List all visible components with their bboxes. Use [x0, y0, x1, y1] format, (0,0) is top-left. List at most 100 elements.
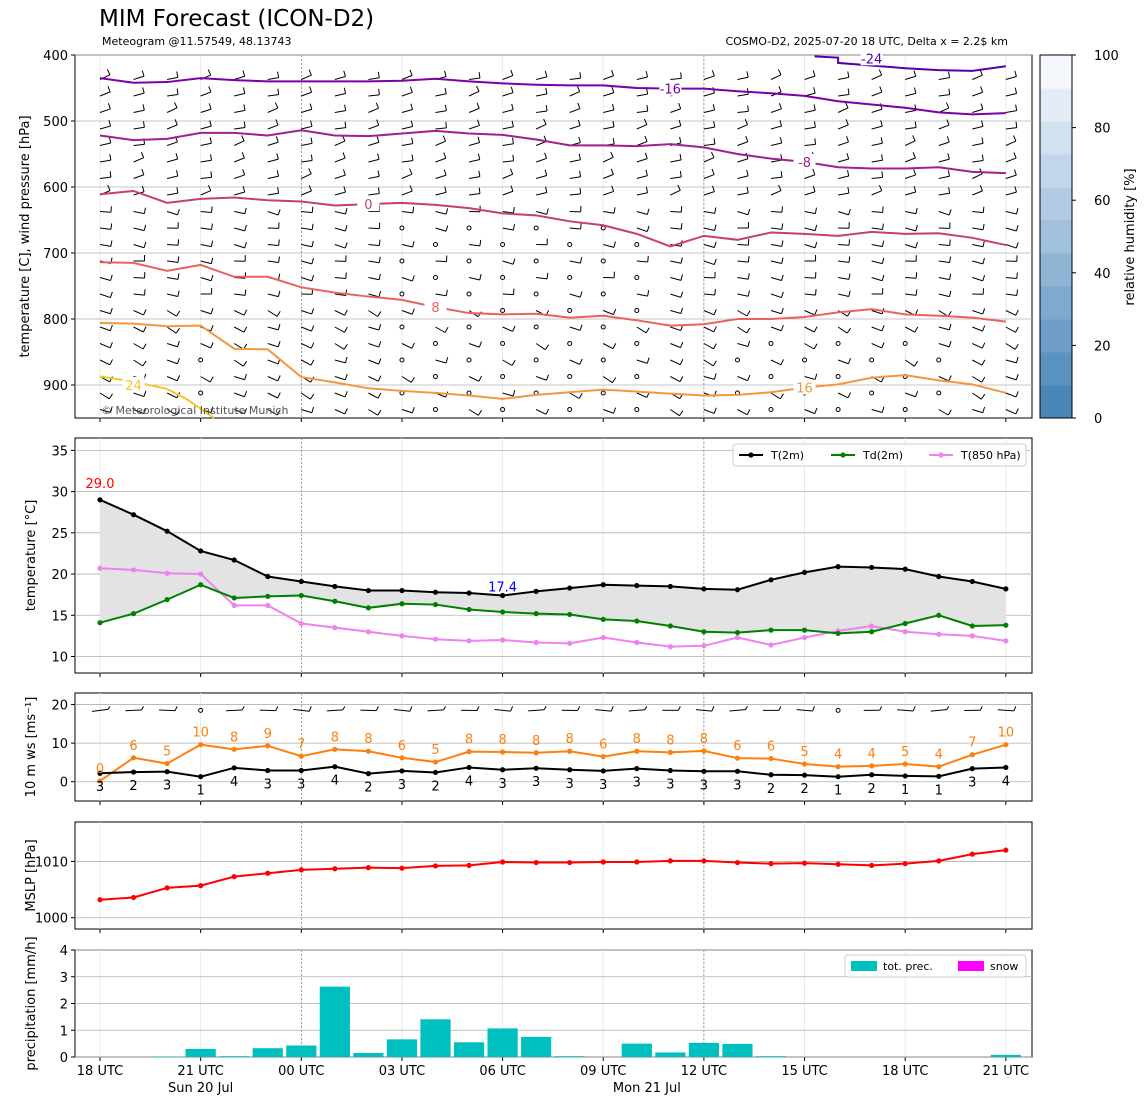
- wind-barb-flag: [511, 120, 514, 127]
- wind-barb-flag: [780, 171, 783, 178]
- wind-barb-flag: [546, 208, 549, 215]
- colorbar-band: [1040, 55, 1072, 89]
- wind-barb-flag: [510, 185, 514, 192]
- mean-wind-line-marker: [332, 764, 338, 770]
- mean-wind-value-label: 1: [935, 783, 943, 798]
- series-line-marker: [600, 616, 606, 623]
- wind-barb-flag: [746, 186, 749, 193]
- wind-barb-flag: [778, 184, 782, 191]
- wind-barb-flag: [175, 327, 180, 334]
- precip-bar: [386, 1039, 418, 1057]
- wind-barb-flag: [444, 87, 447, 94]
- gust-value-label: 8: [633, 732, 641, 747]
- series-line-marker: [634, 582, 640, 589]
- wind-barb: [804, 109, 816, 113]
- wind-barb-flag: [847, 187, 850, 194]
- wind-barb: [905, 174, 916, 179]
- wind-barb-flag: [176, 71, 179, 78]
- wind-barb-flag: [310, 393, 315, 400]
- colorbar-band: [1040, 352, 1072, 386]
- wind-barb: [166, 343, 178, 348]
- wind-barb: [703, 343, 714, 350]
- wind-barb-flag: [646, 225, 650, 232]
- gust-line-marker: [198, 742, 204, 748]
- wind-barb-flag: [613, 241, 616, 248]
- wind-barb-flag: [1014, 87, 1018, 94]
- wind-barb: [837, 211, 849, 216]
- wind-barb: [536, 211, 547, 215]
- wind-barb: [167, 244, 179, 246]
- day-label: Mon 21 Jul: [613, 1081, 681, 1096]
- series-line-marker: [466, 606, 472, 613]
- series-line-marker: [936, 612, 942, 618]
- series-line-marker: [432, 601, 439, 608]
- colorbar-tick-label: 0: [1094, 412, 1102, 427]
- wind-barb-flag: [777, 69, 782, 76]
- wind-barb-flag: [241, 152, 245, 159]
- wind-barb: [737, 141, 748, 146]
- calm-wind-marker: [198, 707, 204, 713]
- wind-barb: [301, 277, 312, 282]
- wind-barb-flag: [175, 153, 179, 160]
- wind-barb-flag: [141, 168, 145, 175]
- wind-barb: [1005, 359, 1017, 364]
- mean-wind-value-label: 3: [398, 778, 406, 793]
- wind-barb-flag: [143, 207, 146, 214]
- wind-barb-flag: [511, 103, 514, 110]
- wind-barb-flag: [645, 71, 649, 78]
- wind-barb: [703, 157, 715, 163]
- wind-barb-flag: [680, 291, 684, 298]
- wind-barb-flag: [680, 257, 683, 264]
- series-line-marker: [130, 567, 137, 573]
- wind-barb: [670, 359, 681, 366]
- location-subtitle: Meteogram @11.57549, 48.13743: [102, 35, 292, 48]
- wind-barb: [99, 91, 111, 97]
- wind-barb-flag: [378, 324, 382, 331]
- wind-barb-flag: [378, 358, 382, 365]
- wind-barb-flag: [880, 120, 883, 127]
- wind-barb-flag: [712, 360, 717, 367]
- series-line-marker: [231, 595, 237, 601]
- wind-barb: [972, 244, 984, 248]
- wind-barb: [569, 176, 581, 179]
- calm-wind-marker: [433, 275, 438, 280]
- wind-barb-flag: [377, 375, 382, 382]
- wind-barb-flag: [980, 103, 984, 110]
- wind-barb: [972, 277, 983, 282]
- mslp-line-marker: [701, 858, 707, 864]
- mslp-line-marker: [500, 859, 506, 865]
- wind-barb-flag: [242, 169, 246, 176]
- mean-wind-value-label: 2: [364, 781, 372, 796]
- y-tick-label: 600: [43, 181, 68, 196]
- wind-barb-flag: [308, 706, 312, 712]
- wind-barb-flag: [746, 169, 749, 176]
- wind-barb-flag: [778, 706, 782, 711]
- calm-wind-marker: [634, 407, 640, 412]
- series-line-marker: [432, 589, 439, 595]
- gust-value-label: 6: [129, 739, 137, 754]
- wind-barb: [603, 409, 614, 414]
- wind-barb-flag: [176, 357, 180, 364]
- wind-barb: [871, 260, 883, 265]
- wind-barb: [770, 190, 782, 196]
- mslp-line-marker: [130, 894, 137, 901]
- wind-barb-flag: [677, 706, 681, 711]
- wind-barb-flag: [915, 242, 918, 249]
- wind-barb-flag: [813, 104, 816, 111]
- wind-barb-flag: [177, 340, 180, 347]
- precip-bar: [521, 1036, 552, 1057]
- wind-barb-flag: [375, 706, 379, 711]
- wind-barb-flag: [847, 88, 850, 95]
- wind-barb: [737, 192, 749, 196]
- series-line-marker: [600, 582, 606, 588]
- mean-wind-value-label: 2: [767, 782, 775, 797]
- wind-barb: [603, 92, 614, 97]
- wind-barb: [703, 409, 715, 414]
- wind-barb: [234, 191, 245, 196]
- y-tick-label: 10: [51, 651, 68, 666]
- wind-barb-flag: [577, 102, 581, 109]
- wind-barb: [838, 260, 850, 263]
- wind-barb: [468, 107, 480, 113]
- mean-wind-value-label: 3: [599, 778, 607, 793]
- wind-barb: [871, 125, 883, 130]
